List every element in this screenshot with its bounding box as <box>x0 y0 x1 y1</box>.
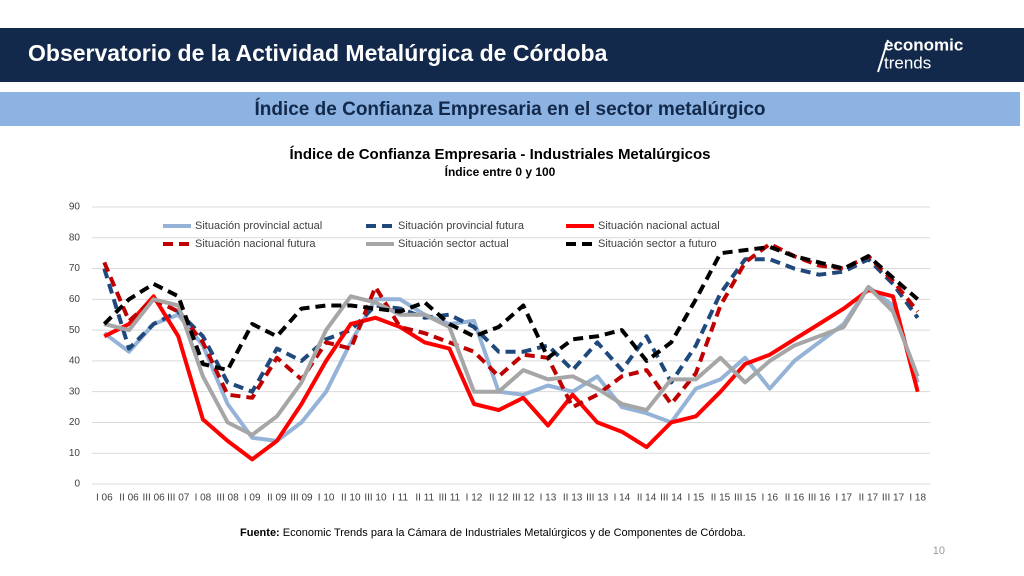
x-tick-label: II 10 <box>341 493 361 504</box>
chart-title: Índice de Confianza Empresaria - Industr… <box>290 146 711 163</box>
x-tick-label: II 12 <box>489 493 509 504</box>
x-tick-label: I 18 <box>909 493 926 504</box>
x-tick-label: I 16 <box>761 493 778 504</box>
banner <box>0 92 1020 126</box>
legend-label: Situación sector actual <box>398 238 509 250</box>
x-tick-label: III 12 <box>512 493 535 504</box>
x-tick-label: III 14 <box>660 493 683 504</box>
legend-label: Situación provincial actual <box>195 220 322 232</box>
series-line <box>102 245 920 373</box>
y-tick-label: 0 <box>74 479 80 490</box>
y-tick-label: 10 <box>69 448 81 459</box>
logo-text: trends <box>884 53 931 72</box>
y-tick-label: 50 <box>69 325 81 336</box>
y-tick-label: 80 <box>69 232 81 243</box>
y-tick-label: 60 <box>69 294 81 305</box>
x-tick-label: II 16 <box>785 493 805 504</box>
y-tick-label: 20 <box>69 417 81 428</box>
x-tick-label: II 06 <box>119 493 139 504</box>
footer-label: Fuente: <box>240 527 280 539</box>
x-tick-label: I 10 <box>318 493 335 504</box>
legend-label: Situación nacional actual <box>598 220 720 232</box>
header-title: Observatorio de la Actividad Metalúrgica… <box>28 40 608 66</box>
x-tick-label: III 11 <box>439 493 461 504</box>
series-line <box>103 288 920 462</box>
x-tick-label: III 09 <box>290 493 313 504</box>
x-tick-label: II 09 <box>267 493 287 504</box>
x-tick-label: II 14 <box>637 493 657 504</box>
legend-label: Situación sector a futuro <box>598 238 717 250</box>
x-tick-label: III 13 <box>586 493 609 504</box>
x-tick-label: III 17 <box>882 493 905 504</box>
x-tick-label: I 12 <box>466 493 483 504</box>
x-tick-label: I 09 <box>244 493 261 504</box>
x-tick-label: I 14 <box>614 493 631 504</box>
series-line <box>103 285 920 437</box>
y-tick-label: 30 <box>69 386 81 397</box>
legend-label: Situación provincial futura <box>398 220 525 232</box>
x-tick-label: III 06 <box>142 493 165 504</box>
x-tick-label: I 08 <box>195 493 212 504</box>
x-tick-label: II 13 <box>563 493 583 504</box>
x-tick-label: III 08 <box>216 493 239 504</box>
y-tick-label: 70 <box>69 263 81 274</box>
x-tick-label: II 17 <box>859 493 879 504</box>
x-tick-label: III 10 <box>364 493 387 504</box>
x-tick-label: I 17 <box>835 493 852 504</box>
x-tick-label: I 06 <box>96 493 113 504</box>
header-bar <box>0 28 1024 82</box>
series-line <box>102 241 920 410</box>
banner-text: Índice de Confianza Empresaria en el sec… <box>254 98 765 120</box>
y-tick-label: 90 <box>69 202 81 213</box>
page-number: 10 <box>933 545 945 557</box>
footer: Fuente: Economic Trends para la Cámara d… <box>240 527 746 539</box>
x-tick-label: I 13 <box>540 493 557 504</box>
series-line <box>103 285 920 443</box>
footer-text: Economic Trends para la Cámara de Indust… <box>283 527 746 539</box>
logo-text: economic <box>884 35 963 54</box>
chart-subtitle: Índice entre 0 y 100 <box>445 164 556 179</box>
x-tick-label: I 11 <box>392 493 408 504</box>
series-line <box>102 257 920 394</box>
x-tick-label: I 15 <box>688 493 705 504</box>
legend-label: Situación nacional futura <box>195 238 316 250</box>
logo-slash <box>877 39 889 73</box>
x-tick-label: III 07 <box>167 493 190 504</box>
x-tick-label: III 16 <box>808 493 831 504</box>
x-tick-label: II 11 <box>415 493 434 504</box>
x-tick-label: II 15 <box>711 493 731 504</box>
y-tick-label: 40 <box>69 356 81 367</box>
x-tick-label: III 15 <box>734 493 757 504</box>
